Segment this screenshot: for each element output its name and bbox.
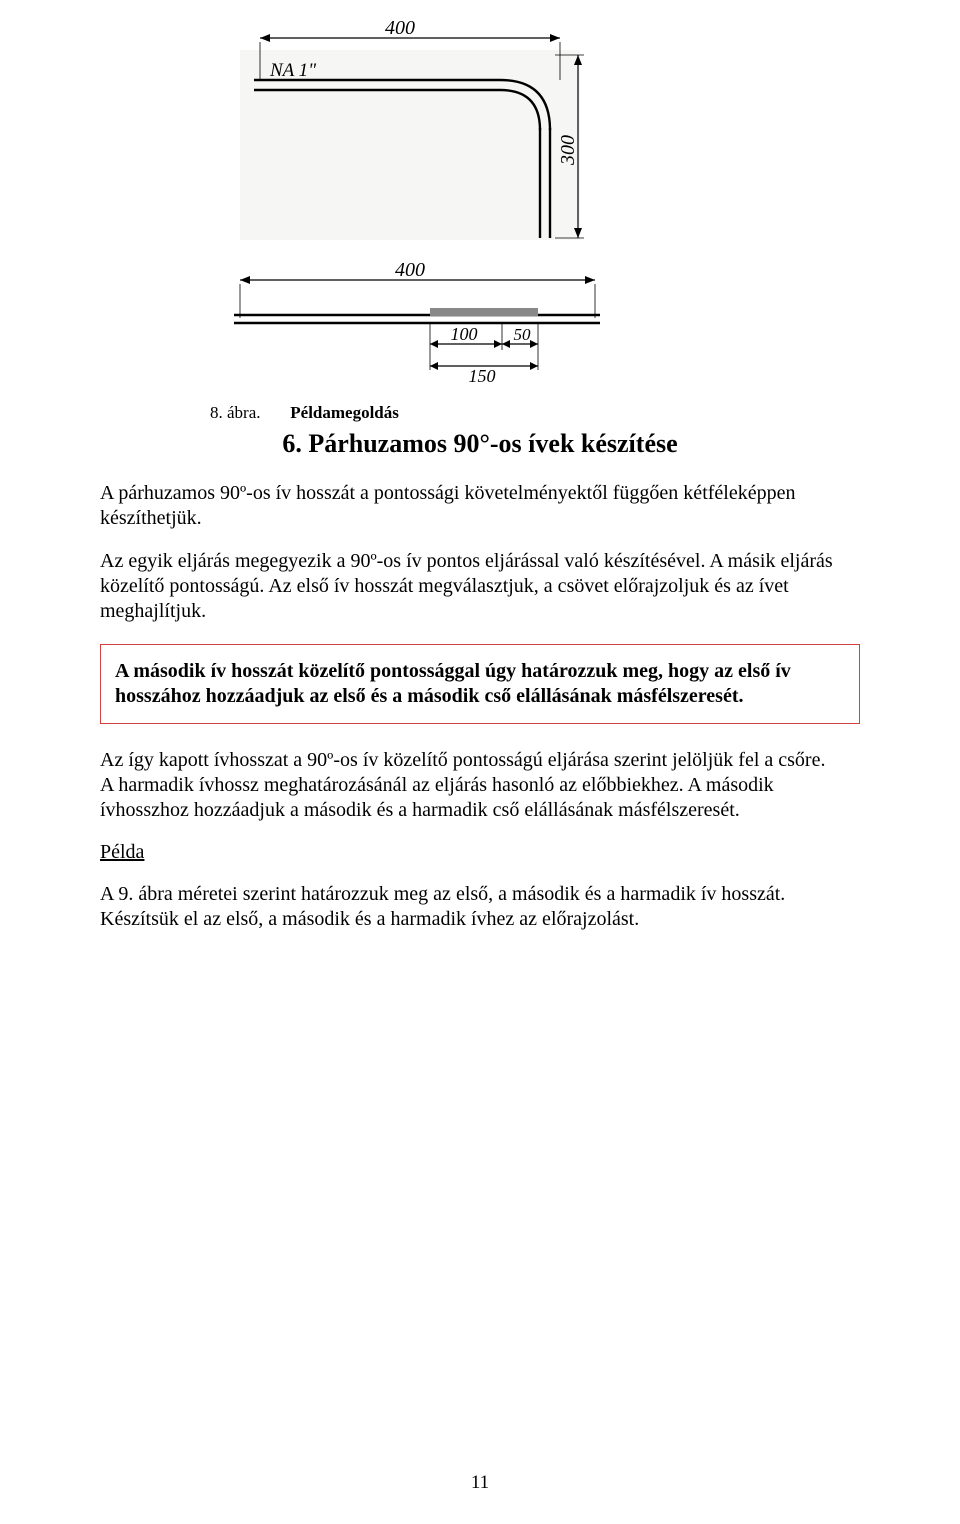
figure-number: 8. ábra. (210, 403, 261, 422)
figure-caption: 8. ábra. Példamegoldás (210, 403, 860, 423)
callout-box: A második ív hosszát közelítő pontosságg… (100, 644, 860, 724)
pipe-size-label: NA 1" (269, 60, 317, 81)
dim-seg2: 50 (514, 325, 532, 344)
dim-top-height: 300 (557, 135, 579, 166)
paragraph-2: Az egyik eljárás megegyezik a 90º-os ív … (100, 549, 860, 624)
section-title: 6. Párhuzamos 90°-os ívek készítése (100, 429, 860, 459)
page-number: 11 (0, 1472, 960, 1494)
callout-text: A második ív hosszát közelítő pontosságg… (115, 659, 845, 709)
diagram-svg: 400 NA 1" 300 400 (200, 20, 620, 390)
figure-title: Példamegoldás (290, 403, 399, 422)
dim-sum: 150 (469, 366, 496, 386)
example-subhead: Példa (100, 841, 860, 864)
paragraph-1: A párhuzamos 90º-os ív hosszát a pontoss… (100, 481, 860, 531)
paragraph-4: A harmadik ívhossz meghatározásánál az e… (100, 773, 860, 823)
paragraph-3: Az így kapott ívhosszat a 90º-os ív köze… (100, 748, 860, 773)
dim-seg1: 100 (451, 324, 478, 344)
dim-bottom-width: 400 (395, 259, 425, 281)
paragraph-5: A 9. ábra méretei szerint határozzuk meg… (100, 882, 860, 932)
dim-top-width: 400 (385, 20, 415, 39)
technical-diagram: 400 NA 1" 300 400 (200, 20, 620, 395)
